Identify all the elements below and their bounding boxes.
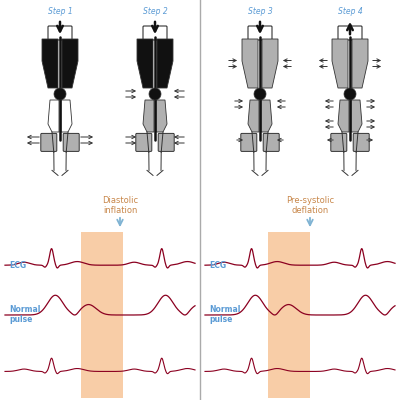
Polygon shape xyxy=(248,100,259,132)
Text: Step 2: Step 2 xyxy=(143,7,167,16)
FancyBboxPatch shape xyxy=(143,26,167,40)
FancyBboxPatch shape xyxy=(338,26,362,40)
Text: ECG: ECG xyxy=(209,261,226,270)
Bar xyxy=(81,232,123,398)
Polygon shape xyxy=(338,100,349,132)
Text: pulse: pulse xyxy=(209,316,232,324)
FancyBboxPatch shape xyxy=(241,133,257,151)
FancyBboxPatch shape xyxy=(48,26,72,40)
FancyBboxPatch shape xyxy=(136,133,152,151)
Polygon shape xyxy=(48,100,59,132)
Circle shape xyxy=(54,88,66,100)
FancyBboxPatch shape xyxy=(353,133,369,151)
Polygon shape xyxy=(143,100,154,132)
Polygon shape xyxy=(351,100,362,132)
Text: Pre-systolic
deflation: Pre-systolic deflation xyxy=(286,196,334,215)
Polygon shape xyxy=(352,39,368,88)
Polygon shape xyxy=(156,100,167,132)
FancyBboxPatch shape xyxy=(248,26,272,40)
FancyBboxPatch shape xyxy=(63,133,79,151)
Bar xyxy=(268,232,310,398)
Text: ECG: ECG xyxy=(9,261,26,270)
Text: pulse: pulse xyxy=(9,316,32,324)
Text: Normal: Normal xyxy=(209,306,240,314)
Polygon shape xyxy=(262,39,278,88)
FancyBboxPatch shape xyxy=(331,133,347,151)
Polygon shape xyxy=(332,39,348,88)
Circle shape xyxy=(344,88,356,100)
FancyBboxPatch shape xyxy=(263,133,279,151)
FancyBboxPatch shape xyxy=(41,133,57,151)
Circle shape xyxy=(254,88,266,100)
Polygon shape xyxy=(157,39,173,88)
Text: Step 1: Step 1 xyxy=(48,7,72,16)
Text: Step 4: Step 4 xyxy=(338,7,362,16)
Polygon shape xyxy=(261,100,272,132)
Polygon shape xyxy=(242,39,258,88)
Text: Step 3: Step 3 xyxy=(248,7,272,16)
Circle shape xyxy=(149,88,161,100)
Text: Normal: Normal xyxy=(9,306,40,314)
Polygon shape xyxy=(61,100,72,132)
Polygon shape xyxy=(137,39,153,88)
Polygon shape xyxy=(42,39,58,88)
FancyBboxPatch shape xyxy=(158,133,174,151)
Polygon shape xyxy=(62,39,78,88)
Text: Diastolic
inflation: Diastolic inflation xyxy=(102,196,138,215)
